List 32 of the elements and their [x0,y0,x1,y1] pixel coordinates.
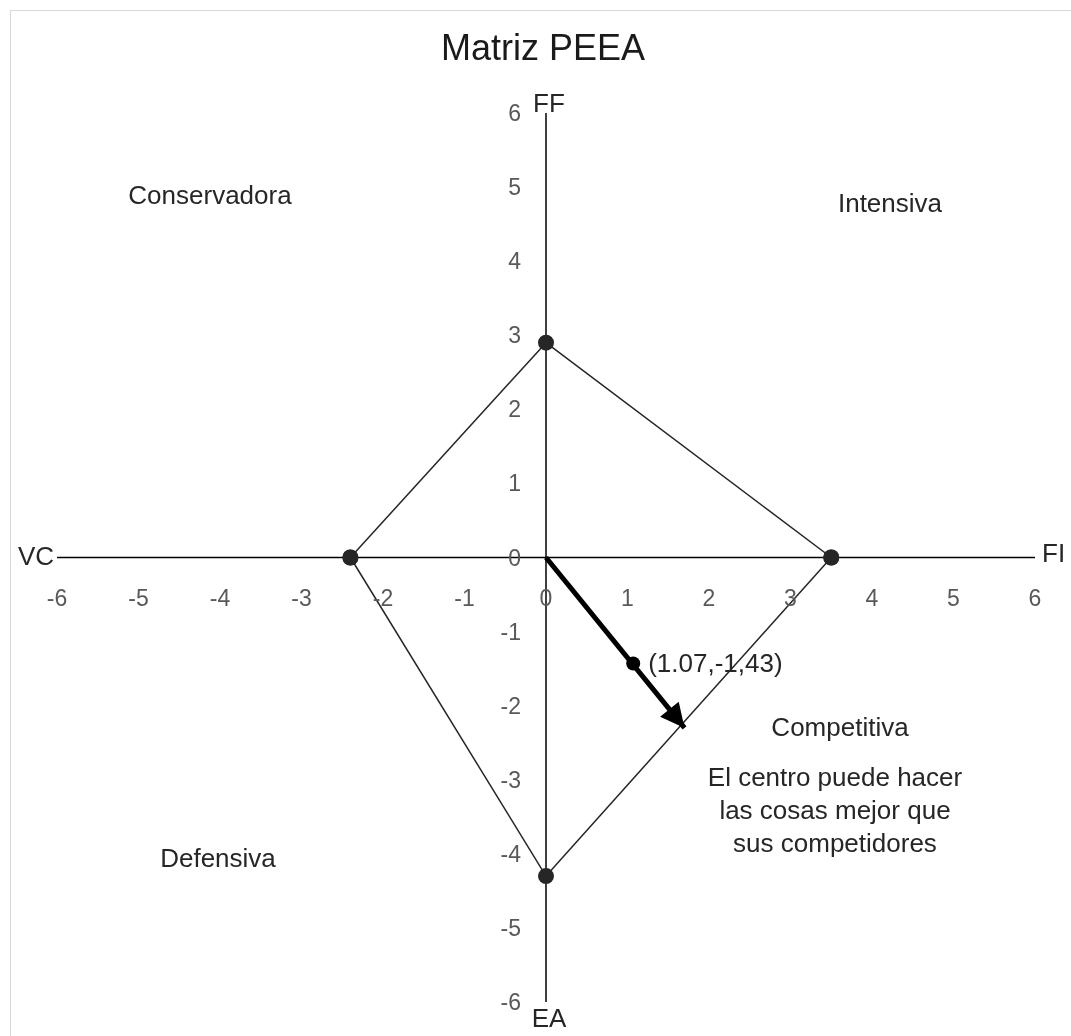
annotation: FF [533,86,565,120]
x-tick-label: 4 [865,584,879,611]
x-tick-label: 1 [621,584,634,611]
annotation: El centro puede hacer las cosas mejor que sus competidores [706,760,964,860]
y-tick-label: 1 [508,470,521,497]
annotation: Defensiva [160,841,276,875]
y-tick-label: -1 [500,618,521,645]
x-tick-label: -5 [128,584,149,611]
text: VC [17,539,55,573]
y-tick-label: -2 [500,692,521,719]
y-tick-label: -3 [500,766,521,793]
y-tick-label: 6 [508,100,521,126]
text: EA [531,1001,567,1035]
y-tick-label: 4 [508,248,522,275]
y-tick-label: 3 [508,322,521,349]
annotation: Competitiva [771,710,909,744]
annotation: Intensiva [837,186,943,220]
text: FI [1042,536,1066,570]
y-tick-label: 5 [508,174,521,201]
x-tick-label: 5 [947,584,960,611]
y-tick-label: -6 [500,989,521,1015]
chart-title: Matriz PEEA [440,27,646,69]
x-tick-label: -1 [454,584,475,611]
x-tick-label: 6 [1028,584,1042,611]
x-tick-label: 2 [702,584,716,611]
y-tick-label: -4 [500,840,522,867]
annotation: Conservadora [128,178,292,212]
y-tick-label: -5 [500,914,521,941]
y-tick-label: 2 [508,396,521,423]
x-tick-label: -6 [46,584,68,611]
x-tick-label: -4 [209,584,231,611]
x-tick-label: -3 [291,584,312,611]
